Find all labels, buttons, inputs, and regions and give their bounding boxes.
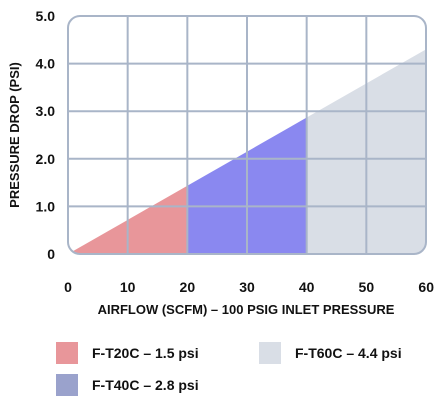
x-tick-label: 40 xyxy=(299,279,315,295)
plot-frame xyxy=(67,15,427,255)
grid-lines xyxy=(68,16,426,254)
y-tick-labels: 0 1.0 2.0 3.0 4.0 5.0 xyxy=(36,8,56,262)
y-axis-label: PRESSURE DROP (PSI) xyxy=(7,62,22,208)
y-tick-label: 3.0 xyxy=(36,103,56,119)
x-tick-labels: 0 10 20 30 40 50 60 xyxy=(64,279,434,295)
legend-swatch-f-t40c xyxy=(56,374,78,396)
legend-swatch-f-t20c xyxy=(56,342,78,364)
y-tick-label: 1.0 xyxy=(36,198,56,214)
x-axis-label: AIRFLOW (SCFM) – 100 PSIG INLET PRESSURE xyxy=(98,302,395,317)
y-tick-label: 5.0 xyxy=(36,8,56,24)
x-tick-label: 20 xyxy=(180,279,196,295)
x-tick-label: 0 xyxy=(64,279,72,295)
legend-label-f-t20c: F-T20C – 1.5 psi xyxy=(92,345,199,361)
y-tick-label: 4.0 xyxy=(36,56,56,72)
legend-item-f-t20c: F-T20C – 1.5 psi xyxy=(56,342,199,364)
y-tick-label: 2.0 xyxy=(36,151,56,167)
legend-label-f-t40c: F-T40C – 2.8 psi xyxy=(92,377,199,393)
legend-item-f-t60c: F-T60C – 4.4 psi xyxy=(259,342,402,364)
y-tick-label: 0 xyxy=(47,246,55,262)
x-tick-label: 50 xyxy=(359,279,375,295)
x-tick-label: 60 xyxy=(418,279,434,295)
series-area-f-t20c xyxy=(68,185,188,254)
x-tick-label: 10 xyxy=(120,279,136,295)
legend-swatch-f-t60c xyxy=(259,342,281,364)
x-tick-label: 30 xyxy=(239,279,255,295)
legend-item-f-t40c: F-T40C – 2.8 psi xyxy=(56,374,199,396)
legend-label-f-t60c: F-T60C – 4.4 psi xyxy=(295,345,402,361)
